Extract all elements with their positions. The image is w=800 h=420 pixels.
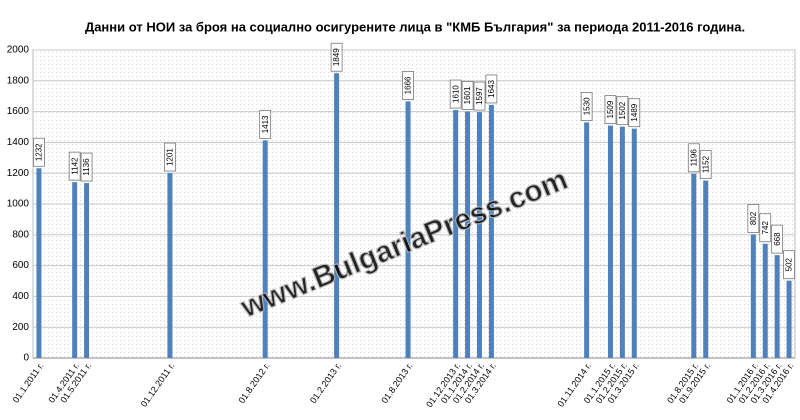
value-label-box [449,79,462,109]
value-label: 1232 [35,143,44,161]
value-label: 742 [761,221,770,235]
value-label-box [402,71,414,100]
value-label-box [687,143,700,173]
bar [619,126,625,358]
y-tick-label: 200 [12,322,29,333]
value-label: 1509 [606,100,615,118]
value-label: 1530 [582,97,591,115]
y-tick-label: 600 [12,260,29,271]
value-label: 1201 [166,148,175,166]
bar [786,280,792,358]
bar [72,182,78,358]
value-label: 1489 [630,103,639,121]
value-label: 668 [773,232,782,246]
bar [750,234,756,358]
bar [476,112,482,358]
value-label-box [80,152,93,182]
value-label-box [747,204,760,233]
bar [607,125,613,358]
bar [36,168,42,358]
value-label: 1142 [70,157,79,175]
bar [691,173,697,358]
bar [262,140,268,358]
bar [631,128,637,358]
y-tick-label: 1800 [7,75,30,86]
bar [584,122,590,358]
value-label-box [68,151,81,181]
value-label-box [485,74,498,104]
x-tick-label: 01.12.2011 г. [139,361,177,409]
value-label-box [33,137,45,167]
value-label: 1666 [404,76,413,94]
bar [703,180,709,358]
value-label: 1196 [689,149,698,167]
bar [405,101,411,358]
value-label: 802 [749,211,758,225]
value-label: 1849 [332,48,341,66]
value-label: 1136 [82,158,91,176]
x-tick-label: 01.2.2013 г. [308,361,343,405]
bar [774,255,780,358]
value-label: 1601 [463,86,472,104]
x-tick-label: 01.8.2013 г. [379,361,414,405]
value-label-box [616,96,629,126]
y-tick-label: 1200 [7,168,30,179]
y-tick-label: 400 [12,291,29,302]
bar [334,73,340,358]
bar [453,110,459,358]
value-label-box [699,150,712,179]
value-label-box [759,213,772,243]
value-label-box [771,224,784,254]
value-label-box [783,250,795,280]
value-label-box [604,95,617,125]
y-tick-label: 800 [12,229,29,240]
chart-title: Данни от НОИ за броя на социално осигуре… [85,19,745,34]
bar [84,183,90,358]
y-tick-label: 1400 [7,137,30,148]
value-label: 502 [785,257,794,271]
value-label-box [164,142,176,172]
bar [762,243,768,358]
bar [488,104,494,358]
value-label: 1610 [451,85,460,103]
bar [465,111,471,358]
y-tick-label: 1000 [7,199,30,210]
value-label: 1597 [475,87,484,105]
y-tick-label: 1600 [7,106,30,117]
value-label: 1152 [701,155,710,173]
y-tick-label: 2000 [7,45,30,56]
bar [167,173,173,358]
value-label: 1413 [261,115,270,133]
x-tick-label: 01.8.2012 г. [236,361,271,405]
value-label-box [259,109,272,139]
value-label-box [580,91,593,121]
value-label-box [330,42,343,72]
value-label-box [473,81,486,111]
value-label-box [628,98,641,128]
value-label: 1502 [618,101,627,119]
y-tick-label: 0 [23,353,29,364]
value-label: 1643 [487,80,496,98]
value-label-box [461,81,474,110]
x-tick-label: 01.1.2011 г. [11,361,46,405]
